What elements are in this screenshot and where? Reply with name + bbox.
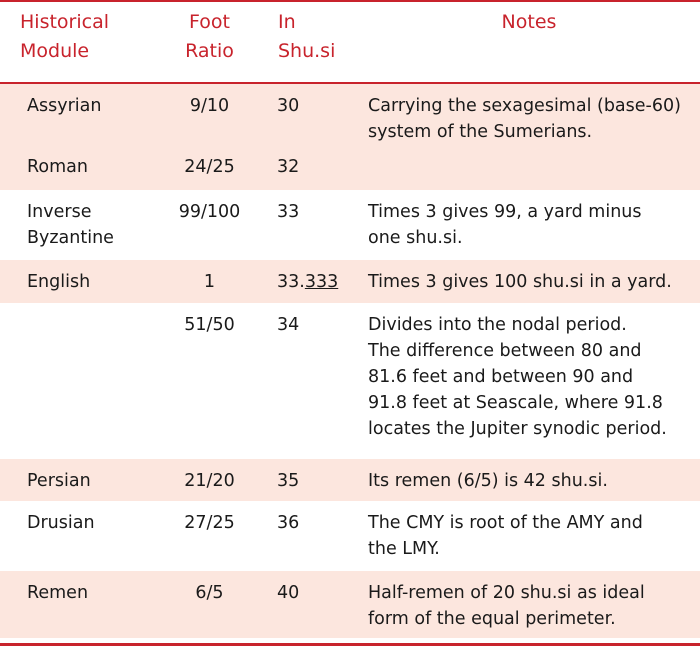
cell-module: Roman <box>0 145 157 190</box>
bottom-rule <box>0 643 700 646</box>
header-row: Historical Module Foot Ratio In Shu.si Note… <box>0 2 700 84</box>
table-row: 51/50 34 Divides into the nodal period. T… <box>0 303 700 459</box>
cell-foot-ratio: 9/10 <box>157 83 274 145</box>
cell-shusi: 33 <box>277 202 300 222</box>
header-notes: Notes <box>358 2 700 84</box>
cell-notes: Carrying the sexagesimal (base-60) system… <box>358 83 700 145</box>
cell-foot-ratio: 24/25 <box>157 145 274 190</box>
cell-notes <box>358 145 700 190</box>
cell-notes: Divides into the nodal period. The differ… <box>368 315 667 439</box>
cell-foot-ratio: 27/25 <box>184 513 235 533</box>
cell-shusi: 33.333 <box>274 260 358 303</box>
header-foot-ratio: Foot Ratio <box>157 2 274 84</box>
cell-module: Drusian <box>27 513 95 533</box>
cell-foot-ratio: 21/20 <box>157 459 274 501</box>
table-row: Roman 24/25 32 <box>0 145 700 190</box>
table-row: Inverse Byzantine 99/100 33 Times 3 gives… <box>0 190 700 260</box>
cell-foot-ratio: 99/100 <box>178 202 241 222</box>
header-in-shusi: In Shu.si <box>274 2 358 84</box>
cell-shusi: 34 <box>277 315 300 335</box>
cell-notes: Half-remen of 20 shu.si as ideal form of … <box>358 571 700 638</box>
cell-notes: Times 3 gives 100 shu.si in a yard. <box>358 260 700 303</box>
cell-shusi: 40 <box>274 571 358 638</box>
table-row: Drusian 27/25 36 The CMY is root of the … <box>0 501 700 571</box>
cell-module: English <box>0 260 157 303</box>
cell-shusi: 32 <box>274 145 358 190</box>
cell-foot-ratio: 1 <box>157 260 274 303</box>
cell-foot-ratio: 6/5 <box>157 571 274 638</box>
table-row: Remen 6/5 40 Half-remen of 20 shu.si as … <box>0 571 700 638</box>
header-historical-module: Historical Module <box>0 2 157 84</box>
cell-module <box>0 303 157 459</box>
table-row: Assyrian 9/10 30 Carrying the sexagesima… <box>0 83 700 145</box>
table-row: Persian 21/20 35 Its remen (6/5) is 42 s… <box>0 459 700 501</box>
cell-shusi: 30 <box>274 83 358 145</box>
cell-module: Remen <box>0 571 157 638</box>
cell-notes: The CMY is root of the AMY and the LMY. <box>368 513 643 559</box>
cell-module: Inverse Byzantine <box>27 202 114 248</box>
cell-shusi: 36 <box>277 513 300 533</box>
top-rule <box>0 0 700 2</box>
table-row: English 1 33.333 Times 3 gives 100 shu.s… <box>0 260 700 303</box>
cell-module: Persian <box>0 459 157 501</box>
cell-foot-ratio: 51/50 <box>184 315 235 335</box>
cell-notes: Its remen (6/5) is 42 shu.si. <box>358 459 700 501</box>
cell-notes: Times 3 gives 99, a yard minus one shu.si… <box>368 202 642 248</box>
cell-module: Assyrian <box>0 83 157 145</box>
cell-shusi: 35 <box>274 459 358 501</box>
